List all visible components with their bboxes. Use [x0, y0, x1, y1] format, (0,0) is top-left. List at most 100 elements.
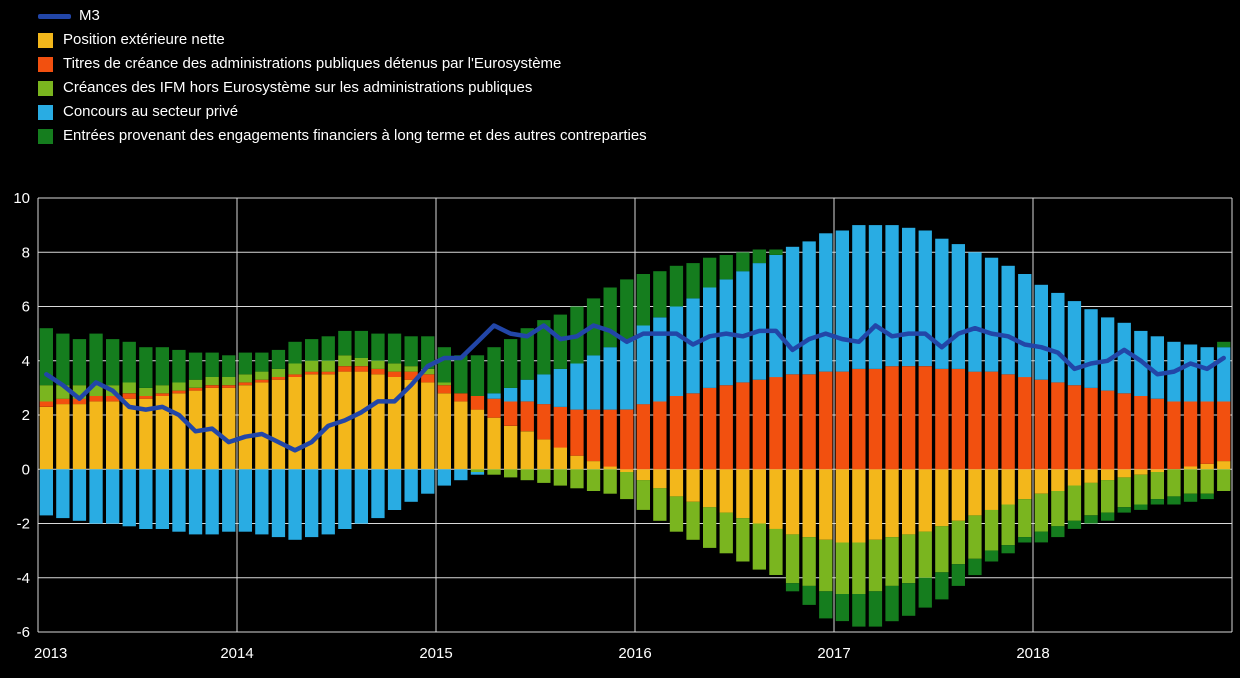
titres-apu-eurosysteme-bar-segment [918, 366, 932, 470]
entrees-engagements-lt-autres-bar-segment [868, 591, 883, 627]
titres-apu-eurosysteme-bar-segment [1018, 377, 1032, 470]
legend-item-4: Concours au secteur privé [38, 102, 647, 122]
concours-secteur-prive-bar-segment [437, 469, 451, 486]
legend-item-2: Titres de créance des administrations pu… [38, 54, 647, 74]
concours-secteur-prive-bar-segment [984, 257, 999, 372]
titres-apu-eurosysteme-bar-segment [603, 409, 617, 467]
entrees-engagements-lt-autres-bar-segment [487, 347, 501, 394]
concours-secteur-prive-bar-segment [752, 263, 766, 380]
concours-secteur-prive-bar-segment [338, 469, 352, 529]
creances-ifm-hors-eurosysteme-bar-segment [603, 469, 617, 494]
position-exterieure-nette-bar-segment [984, 469, 999, 510]
position-exterieure-nette-bar-segment [537, 439, 551, 470]
entrees-engagements-lt-autres-bar-segment [752, 249, 766, 264]
titres-apu-eurosysteme-bar-segment [835, 371, 849, 470]
entrees-engagements-lt-autres-bar-segment [1117, 507, 1131, 513]
creances-ifm-hors-eurosysteme-bar-segment [122, 382, 136, 394]
entrees-engagements-lt-autres-bar-segment [288, 341, 302, 364]
position-exterieure-nette-bar-segment [885, 469, 899, 538]
legend-item-1: Position extérieure nette [38, 30, 647, 50]
chart-legend: M3 Position extérieure nette Titres de cré… [38, 6, 647, 146]
titres-apu-eurosysteme-bar-segment [1150, 398, 1164, 470]
position-exterieure-nette-bar-segment [371, 374, 385, 470]
legend-line-marker [38, 13, 71, 19]
concours-secteur-prive-bar-segment [669, 306, 684, 396]
entrees-engagements-lt-autres-bar-segment [1084, 515, 1098, 524]
x-tick-label-2014: 2014 [220, 645, 253, 662]
position-exterieure-nette-bar-segment [305, 374, 319, 470]
position-exterieure-nette-bar-segment [1084, 469, 1098, 483]
x-axis-labels: 2013 2014 2015 2016 2017 2018 [34, 645, 1050, 662]
creances-ifm-hors-eurosysteme-bar-segment [1001, 504, 1015, 546]
entrees-engagements-lt-autres-bar-segment [719, 255, 733, 280]
position-exterieure-nette-bar-segment [122, 398, 136, 470]
creances-ifm-hors-eurosysteme-bar-segment [288, 363, 302, 375]
titres-apu-eurosysteme-bar-segment [802, 374, 816, 470]
entrees-engagements-lt-autres-bar-segment [1167, 496, 1181, 505]
y-tick-label: 6 [22, 299, 30, 316]
titres-apu-eurosysteme-bar-segment [238, 382, 252, 386]
concours-secteur-prive-bar-segment [537, 374, 551, 405]
position-exterieure-nette-bar-segment [139, 398, 153, 470]
concours-secteur-prive-bar-segment [603, 347, 617, 410]
position-exterieure-nette-bar-segment [553, 447, 567, 470]
position-exterieure-nette-bar-segment [155, 396, 169, 470]
legend-label: Titres de créance des administrations pu… [63, 55, 562, 72]
entrees-engagements-lt-autres-bar-segment [255, 352, 269, 372]
titres-apu-eurosysteme-bar-segment [553, 406, 567, 448]
entrees-engagements-lt-autres-bar-segment [819, 591, 833, 619]
entrees-engagements-lt-autres-bar-segment [669, 265, 684, 307]
entrees-engagements-lt-autres-bar-segment [1183, 493, 1198, 502]
concours-secteur-prive-bar-segment [72, 469, 87, 521]
creances-ifm-hors-eurosysteme-bar-segment [205, 377, 219, 386]
legend-square-marker [38, 128, 53, 144]
entrees-engagements-lt-autres-bar-segment [1150, 499, 1164, 505]
creances-ifm-hors-eurosysteme-bar-segment [437, 382, 451, 386]
legend-label: Entrées provenant des engagements financ… [63, 127, 647, 144]
titres-apu-eurosysteme-bar-segment [1051, 382, 1065, 470]
concours-secteur-prive-bar-segment [172, 469, 186, 532]
position-exterieure-nette-bar-segment [255, 382, 269, 470]
concours-secteur-prive-bar-segment [553, 368, 567, 407]
m3-growth-line [44, 323, 1226, 453]
entrees-engagements-lt-autres-bar-segment [1051, 526, 1065, 538]
creances-ifm-hors-eurosysteme-bar-segment [736, 518, 750, 562]
position-exterieure-nette-bar-segment [271, 379, 286, 470]
entrees-engagements-lt-autres-bar-segment [885, 585, 899, 622]
concours-secteur-prive-bar-segment [288, 469, 302, 540]
creances-ifm-hors-eurosysteme-bar-segment [255, 371, 269, 380]
position-exterieure-nette-bar-segment [238, 385, 252, 470]
concours-secteur-prive-bar-segment [1117, 322, 1131, 394]
titres-apu-eurosysteme-bar-segment [653, 401, 667, 470]
concours-secteur-prive-bar-segment [155, 469, 169, 529]
entrees-engagements-lt-autres-bar-segment [354, 330, 368, 358]
position-exterieure-nette-bar-segment [736, 469, 750, 519]
x-tick-label-2015: 2015 [419, 645, 452, 662]
entrees-engagements-lt-autres-bar-segment [636, 274, 650, 326]
titres-apu-eurosysteme-bar-segment [620, 409, 634, 470]
legend-square-marker [38, 80, 53, 96]
y-axis-labels: 10 8 6 4 2 0 -2 -4 -6 [13, 190, 30, 641]
creances-ifm-hors-eurosysteme-bar-segment [139, 387, 153, 396]
entrees-engagements-lt-autres-bar-segment [172, 349, 186, 383]
legend-item-5: Entrées provenant des engagements financ… [38, 126, 647, 146]
entrees-engagements-lt-autres-bar-segment [553, 314, 567, 369]
entrees-engagements-lt-autres-bar-segment [1134, 504, 1148, 510]
creances-ifm-hors-eurosysteme-bar-segment [1018, 499, 1032, 538]
entrees-engagements-lt-autres-bar-segment [1018, 537, 1032, 543]
concours-secteur-prive-bar-segment [868, 225, 883, 369]
entrees-engagements-lt-autres-bar-segment [39, 328, 53, 386]
position-exterieure-nette-bar-segment [172, 393, 186, 470]
concours-secteur-prive-bar-segment [222, 469, 236, 532]
titres-apu-eurosysteme-bar-segment [520, 401, 534, 432]
y-tick-label: 2 [22, 407, 30, 424]
y-tick-label: 4 [22, 353, 30, 370]
creances-ifm-hors-eurosysteme-bar-segment [387, 363, 402, 372]
position-exterieure-nette-bar-segment [387, 377, 402, 470]
creances-ifm-hors-eurosysteme-bar-segment [238, 374, 252, 383]
concours-secteur-prive-bar-segment [785, 246, 800, 375]
titres-apu-eurosysteme-bar-segment [56, 398, 70, 405]
concours-secteur-prive-bar-segment [570, 363, 584, 410]
position-exterieure-nette-bar-segment [222, 387, 236, 470]
entrees-engagements-lt-autres-bar-segment [404, 336, 418, 367]
